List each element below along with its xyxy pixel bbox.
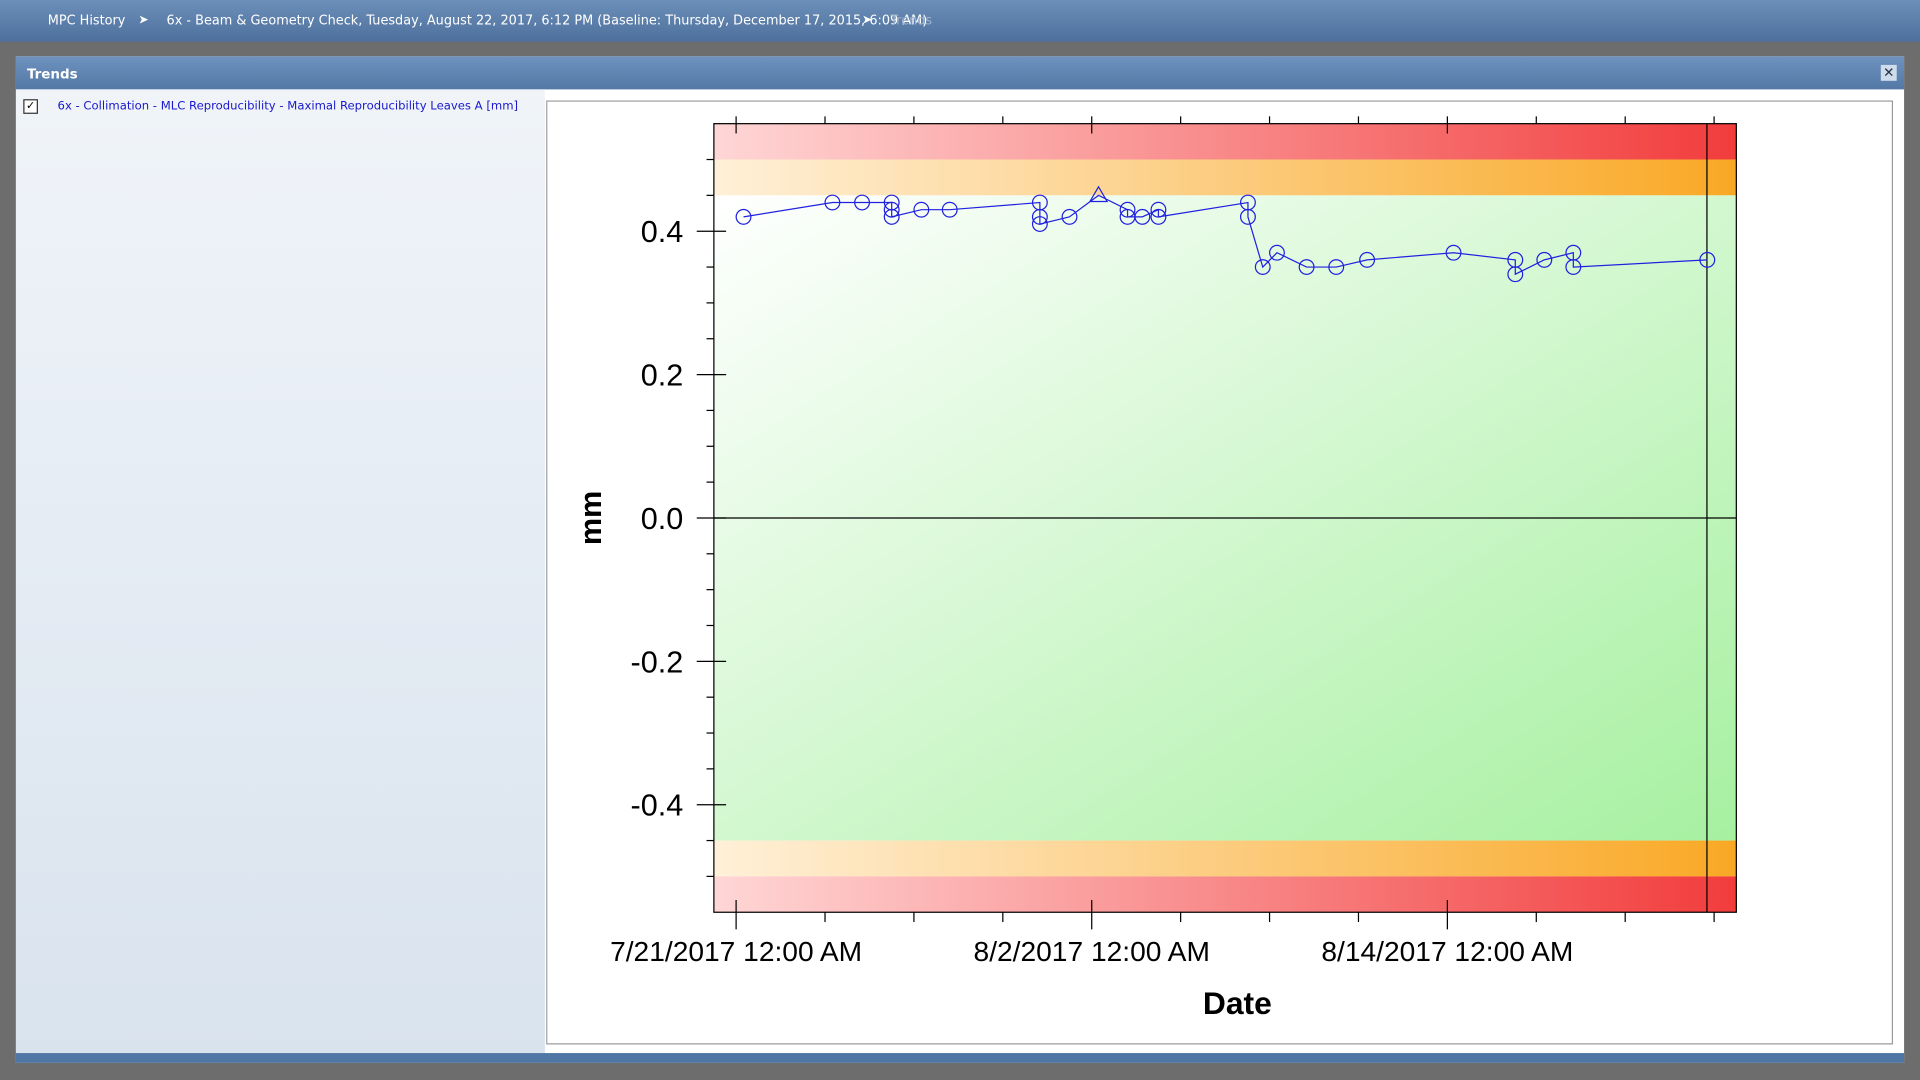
- y-tick-label: 0.4: [641, 215, 684, 249]
- checkbox[interactable]: ✓: [23, 99, 38, 114]
- data-point: [1088, 185, 1109, 203]
- data-point: [1031, 208, 1048, 225]
- breadcrumb-bar: MPC History ➤ 6x - Beam & Geometry Check…: [0, 0, 1920, 42]
- data-point: [1445, 244, 1462, 261]
- tolerance-band: [713, 159, 1737, 196]
- y-tick-label: -0.2: [631, 645, 684, 679]
- separator: ➤: [138, 13, 149, 27]
- data-point: [1239, 208, 1256, 225]
- breadcrumb-current: Trends: [890, 13, 933, 29]
- series-label[interactable]: 6x - Collimation - MLC Reproducibility -…: [57, 99, 519, 114]
- data-point: [1359, 251, 1376, 268]
- data-point: [1699, 251, 1716, 268]
- tolerance-band: [713, 123, 1737, 160]
- data-point: [883, 201, 900, 218]
- data-point: [1298, 259, 1315, 276]
- y-tick-label: -0.4: [631, 789, 684, 823]
- data-point: [1119, 201, 1136, 218]
- data-point: [1134, 208, 1151, 225]
- x-axis-label: Date: [1203, 985, 1272, 1021]
- data-point: [1031, 216, 1048, 232]
- data-point: [1328, 259, 1345, 276]
- data-point: [1061, 208, 1078, 225]
- data-point: [1507, 266, 1524, 283]
- y-tick-label: 0.0: [641, 502, 684, 536]
- data-point: [913, 201, 930, 218]
- data-point: [1269, 244, 1285, 261]
- breadcrumb[interactable]: MPC History: [47, 13, 126, 29]
- data-point: [883, 208, 900, 225]
- data-point: [1536, 251, 1553, 268]
- x-tick-label: 8/2/2017 12:00 AM: [974, 936, 1210, 967]
- separator: ➤: [862, 13, 873, 27]
- panel-header: Trends ✕: [15, 56, 1905, 90]
- data-point: [1150, 208, 1167, 225]
- panel-title: Trends: [26, 66, 78, 83]
- series-list: ✓ 6x - Collimation - MLC Reproducibility …: [15, 89, 545, 1054]
- x-tick-label: 7/21/2017 12:00 AM: [610, 936, 862, 967]
- data-point: [941, 201, 958, 218]
- y-tick-label: 0.2: [641, 359, 684, 393]
- data-point: [735, 208, 752, 225]
- chart: -0.4 -0.2 0.0 0.2 0.4 7/21/2017 12:00 AM 8/2/2…: [546, 100, 1894, 1045]
- x-tick-label: 8/14/2017 12:00 AM: [1321, 936, 1573, 967]
- data-point: [824, 194, 841, 211]
- tolerance-band: [713, 840, 1737, 877]
- breadcrumb[interactable]: 6x - Beam & Geometry Check, Tuesday, Aug…: [166, 13, 928, 29]
- data-point: [1150, 201, 1167, 218]
- data-point: [1254, 259, 1271, 276]
- close-button[interactable]: ✕: [1880, 64, 1897, 81]
- y-axis-label: mm: [574, 491, 608, 545]
- data-point: [854, 194, 871, 211]
- panel-footer: [15, 1053, 1905, 1063]
- series-item[interactable]: ✓ 6x - Collimation - MLC Reproducibility …: [23, 99, 518, 114]
- tolerance-band: [713, 876, 1737, 913]
- data-point: [1565, 259, 1582, 276]
